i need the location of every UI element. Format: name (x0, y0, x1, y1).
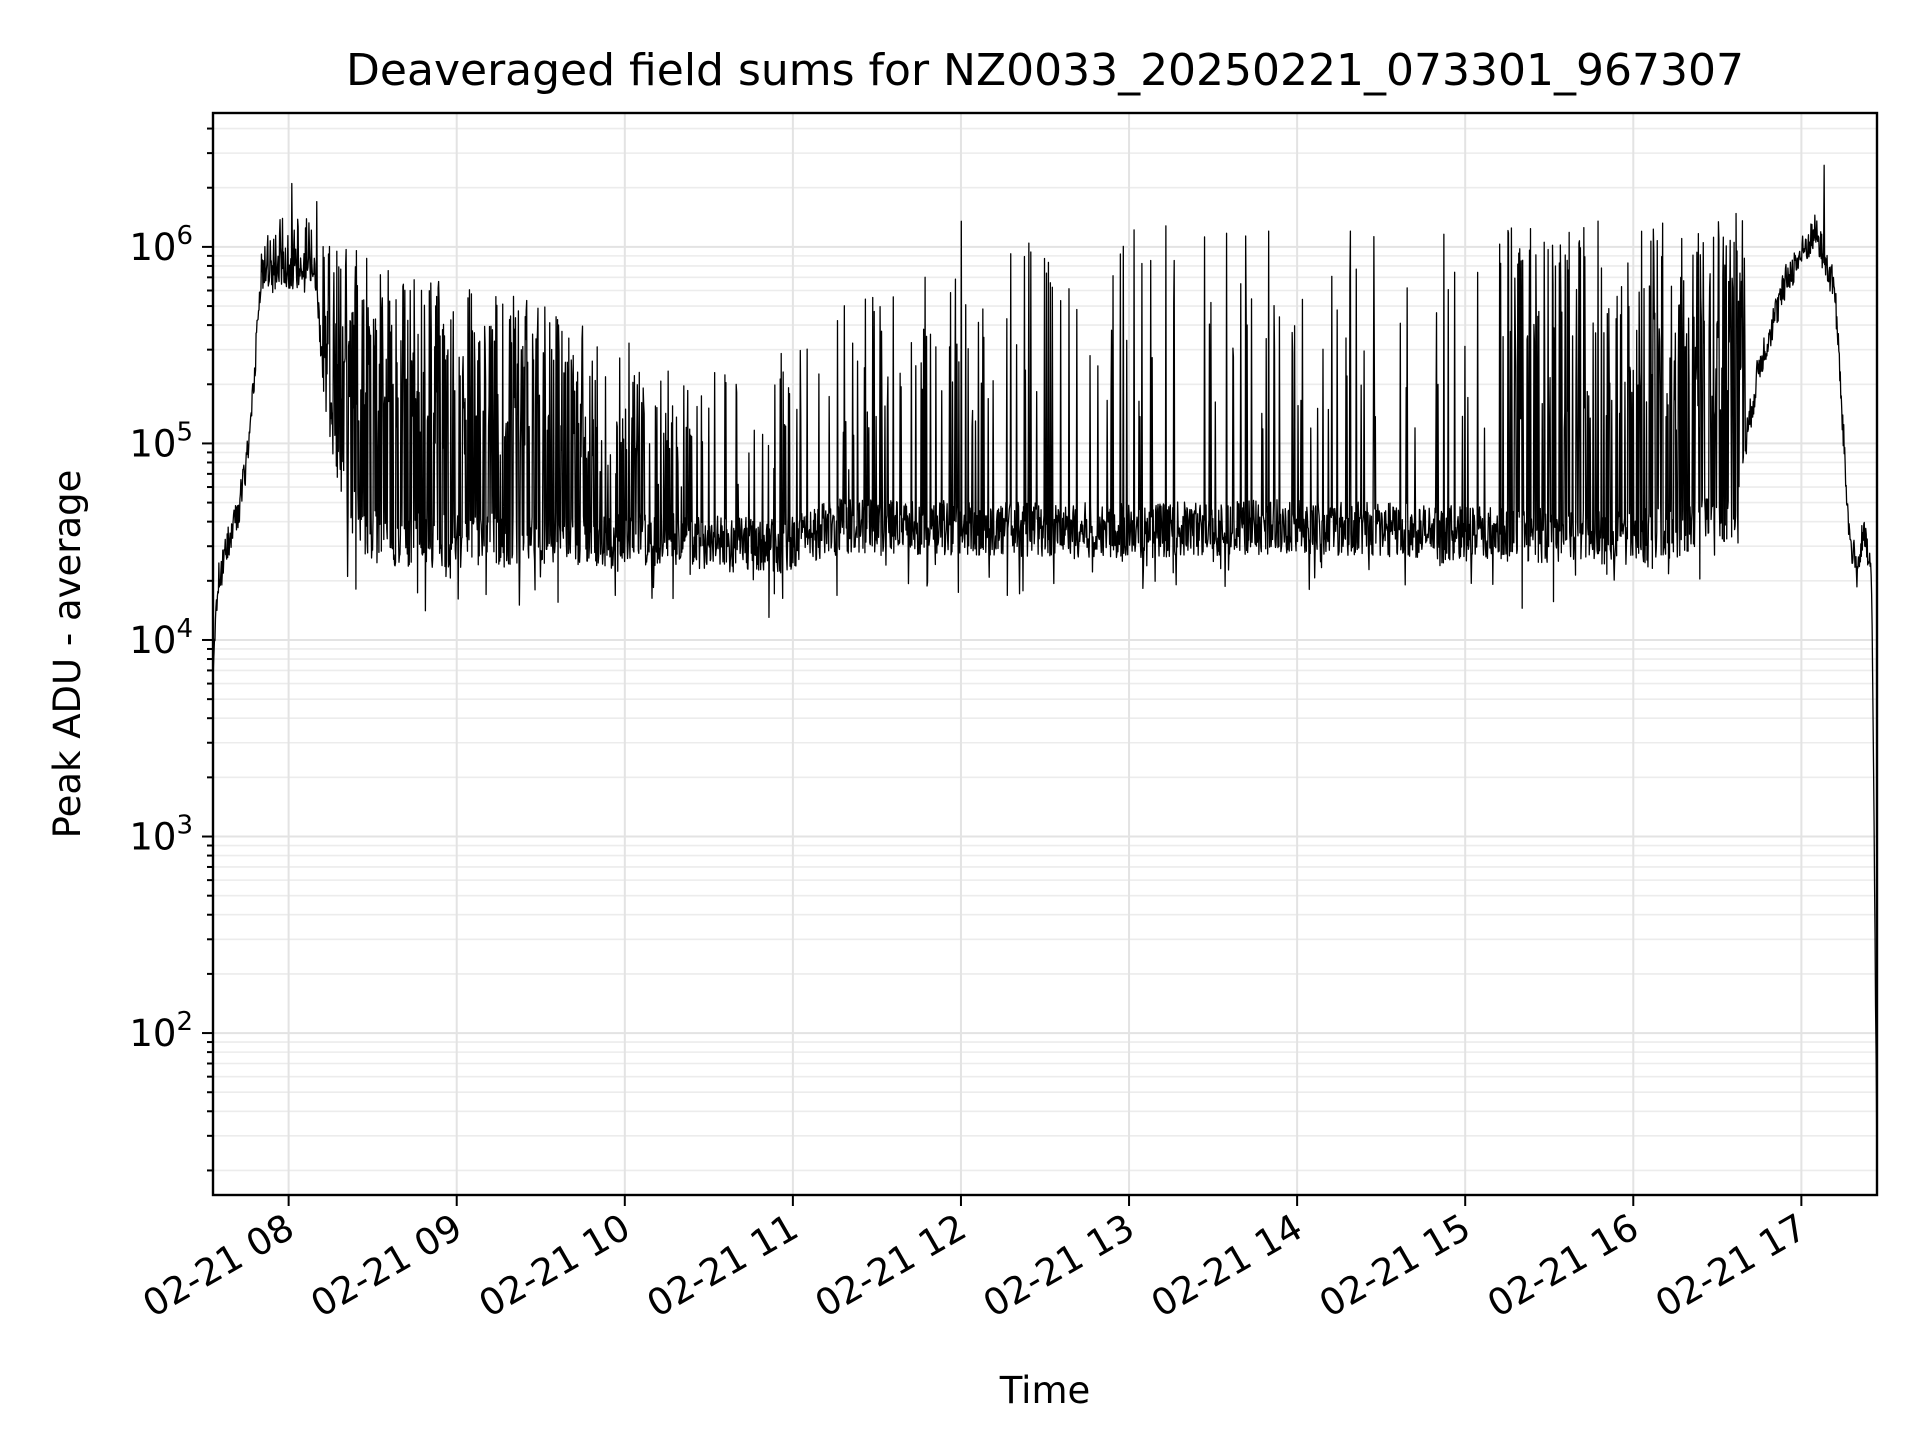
y-tick-label-base: 10 (129, 422, 176, 465)
y-tick-label-exponent: 2 (176, 1007, 193, 1037)
y-tick-label: 102 (129, 1007, 193, 1055)
x-tick-label: 02-21 13 (976, 1206, 1142, 1326)
plot-frame (211, 111, 1879, 1197)
x-tick-label: 02-21 11 (640, 1206, 806, 1326)
x-tick-label: 02-21 15 (1312, 1206, 1478, 1326)
y-tick-label: 103 (129, 811, 193, 859)
x-tick-labels: 02-21 08 02-21 09 02-21 10 02-21 11 02-21 12… (136, 1206, 1814, 1326)
y-tick-label-exponent: 4 (176, 614, 193, 644)
x-tick-label: 02-21 09 (304, 1206, 470, 1326)
ticks (202, 127, 1803, 1206)
y-tick-label-base: 10 (129, 1012, 176, 1055)
grid (213, 113, 1877, 1195)
chart-title: Deaveraged field sums for NZ0033_2025022… (346, 45, 1744, 96)
x-tick-label: 02-21 16 (1480, 1206, 1646, 1326)
x-tick-label: 02-21 17 (1648, 1206, 1814, 1326)
x-tick-label: 02-21 12 (808, 1206, 974, 1326)
y-tick-label: 106 (129, 221, 193, 269)
y-tick-label: 105 (129, 417, 193, 465)
y-tick-label-exponent: 3 (176, 811, 193, 841)
y-tick-label-base: 10 (129, 816, 176, 859)
x-tick-label: 02-21 14 (1144, 1206, 1310, 1326)
y-tick-label-exponent: 5 (176, 417, 193, 447)
y-tick-label-base: 10 (129, 619, 176, 662)
x-axis-label: Time (999, 1369, 1091, 1412)
y-tick-label-base: 10 (129, 226, 176, 269)
series-line (212, 164, 1878, 1188)
y-tick-label: 104 (129, 614, 193, 662)
y-axis-label: Peak ADU - average (46, 470, 89, 839)
x-tick-label: 02-21 08 (136, 1206, 302, 1326)
y-tick-label-exponent: 6 (176, 221, 193, 251)
x-tick-label: 02-21 10 (472, 1206, 638, 1326)
